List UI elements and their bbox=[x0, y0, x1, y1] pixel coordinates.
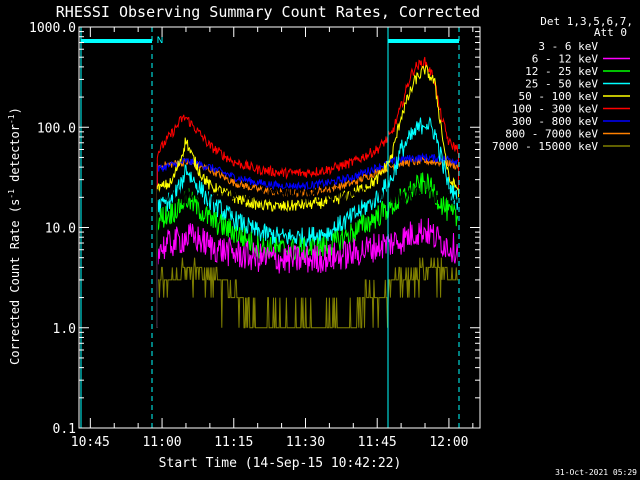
night-bar bbox=[388, 39, 459, 43]
x-tick-label: 11:45 bbox=[358, 435, 397, 450]
x-tick-label: 11:30 bbox=[286, 435, 325, 450]
x-tick-label: 11:15 bbox=[214, 435, 253, 450]
series-line-5 bbox=[156, 56, 459, 328]
legend-header-line1: Det 1,3,5,6,7, bbox=[540, 15, 633, 28]
legend-header-line2: Att 0 bbox=[594, 26, 627, 39]
x-tick-label: 12:00 bbox=[429, 435, 468, 450]
series-line-2 bbox=[156, 172, 459, 328]
legend-label-2: 12 - 25 keV bbox=[525, 65, 598, 78]
x-axis-label: Start Time (14-Sep-15 10:42:22) bbox=[159, 456, 402, 471]
saa-night-markers: N bbox=[80, 27, 460, 428]
series-line-4 bbox=[156, 64, 459, 328]
series-line-8 bbox=[156, 257, 459, 329]
legend-label-3: 25 - 50 keV bbox=[525, 78, 598, 91]
y-axis-label: Corrected Count Rate (s-1 detector-1) bbox=[7, 107, 22, 365]
series-layer bbox=[156, 56, 459, 329]
night-label: N bbox=[157, 36, 164, 46]
legend-label-8: 7000 - 15000 keV bbox=[492, 140, 598, 153]
series-line-3 bbox=[156, 116, 459, 328]
axes-layer: 10:45 11:00 11:15 11:30 11:45 12:00 0.1 1.0 10.0… bbox=[29, 21, 480, 450]
generation-timestamp: 31-Oct-2021 05:29 bbox=[555, 468, 637, 477]
series-line-0 bbox=[156, 186, 459, 328]
series-line-1 bbox=[156, 218, 459, 328]
legend-label-7: 800 - 7000 keV bbox=[505, 128, 598, 141]
y-tick-label: 1.0 bbox=[53, 322, 76, 337]
legend-label-1: 6 - 12 keV bbox=[532, 53, 599, 66]
y-tick-label: 1000.0 bbox=[29, 21, 76, 36]
x-tick-label: 10:45 bbox=[71, 435, 110, 450]
y-tick-label: 10.0 bbox=[45, 222, 76, 237]
x-tick-label: 11:00 bbox=[142, 435, 181, 450]
night-bar bbox=[81, 39, 152, 43]
series-line-6 bbox=[156, 152, 459, 328]
y-tick-label: 0.1 bbox=[53, 422, 76, 437]
legend-label-5: 100 - 300 keV bbox=[512, 103, 598, 116]
y-tick-label: 100.0 bbox=[37, 121, 76, 136]
legend-label-4: 50 - 100 keV bbox=[519, 90, 599, 103]
legend-label-0: 3 - 6 keV bbox=[538, 40, 598, 53]
chart-title: RHESSI Observing Summary Count Rates, Co… bbox=[56, 3, 480, 21]
legend-label-6: 300 - 800 keV bbox=[512, 115, 598, 128]
